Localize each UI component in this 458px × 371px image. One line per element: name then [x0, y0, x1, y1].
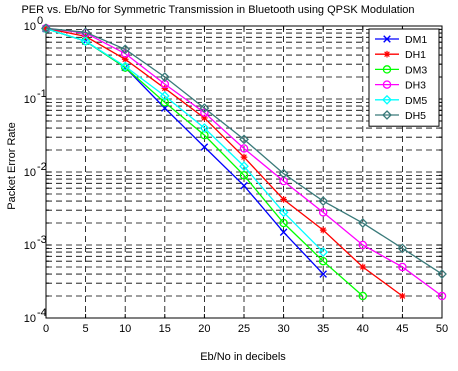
marker-point: [160, 98, 170, 107]
legend-item-dm5: DM5: [375, 95, 427, 107]
marker-point: [279, 228, 288, 236]
x-tick-label: 20: [198, 323, 210, 335]
marker-point: [382, 65, 392, 74]
x-tick-label: 25: [238, 323, 250, 335]
marker-point: [120, 44, 131, 55]
y-tick-exponent: 0: [37, 15, 43, 27]
marker-point: [398, 262, 407, 272]
y-tick-exponent: -2: [37, 161, 47, 173]
marker-point: [279, 218, 288, 228]
marker-point: [159, 72, 170, 82]
y-tick-label: 10: [24, 313, 36, 325]
legend-label: DH5: [405, 110, 426, 122]
y-tick-exponent: -3: [37, 234, 47, 246]
marker-point: [80, 36, 91, 47]
marker-point: [358, 240, 368, 250]
y-tick-exponent: -1: [37, 88, 47, 100]
marker-point: [399, 292, 406, 300]
marker-point: [358, 291, 368, 301]
marker-point: [319, 270, 327, 278]
marker-point: [382, 110, 392, 120]
series-line: [45, 27, 443, 297]
marker-point: [240, 153, 248, 161]
marker-point: [121, 55, 129, 63]
marker-point: [437, 291, 447, 301]
marker-point: [278, 168, 289, 179]
x-tick-label: 45: [396, 323, 408, 335]
marker-point: [201, 114, 208, 122]
series-dh5: [41, 23, 447, 279]
marker-point: [318, 247, 329, 257]
marker-point: [239, 144, 249, 153]
legend: DM1 DH1 DM3 DH3 DM5 DH5: [368, 28, 440, 127]
y-axis-title: Packet Error Rate: [6, 122, 18, 209]
x-tick-label: 30: [277, 323, 289, 335]
marker-point: [319, 226, 327, 234]
marker-point: [80, 27, 91, 38]
series-line: [45, 28, 324, 253]
marker-point: [318, 196, 329, 206]
x-tick-label: 0: [43, 323, 49, 335]
legend-item-dh1: DH1: [375, 49, 426, 61]
x-tick-label: 35: [317, 323, 329, 335]
marker-point: [383, 35, 391, 43]
marker-point: [397, 243, 408, 254]
marker-point: [382, 80, 392, 89]
legend-label: DM3: [405, 64, 427, 76]
legend-item-dm3: DM3: [375, 64, 427, 76]
series: [41, 23, 447, 301]
legend-item-dm1: DM1: [375, 34, 427, 46]
y-tick-exponent: -4: [37, 307, 47, 319]
marker-point: [239, 171, 249, 180]
series-line: [45, 27, 443, 275]
y-tick-label: 10: [24, 21, 36, 33]
legend-label: DH3: [405, 80, 426, 92]
legend-label: DM5: [405, 95, 427, 107]
marker-point: [280, 196, 287, 203]
marker-point: [239, 161, 249, 172]
marker-point: [42, 25, 50, 32]
marker-point: [357, 218, 368, 228]
marker-point: [159, 91, 170, 101]
series-line: [45, 27, 403, 297]
x-tick-label: 15: [159, 323, 171, 335]
marker-point: [199, 123, 210, 133]
marker-point: [200, 143, 209, 151]
x-tick-label: 5: [83, 323, 89, 335]
marker-point: [240, 181, 248, 190]
x-axis-title: Eb/No in decibels: [200, 351, 286, 363]
y-tick-label: 10: [24, 94, 36, 106]
y-tick-label: 10: [24, 240, 36, 252]
marker-point: [41, 23, 51, 34]
legend-item-dh5: DH5: [375, 110, 426, 122]
series-line: [45, 28, 324, 275]
marker-point: [120, 61, 131, 72]
series-dh1: [42, 25, 406, 300]
legend-label: DM1: [405, 34, 427, 46]
marker-point: [199, 103, 210, 114]
y-tick-label: 10: [24, 167, 36, 179]
marker-point: [239, 134, 249, 145]
series-dm5: [41, 23, 329, 257]
marker-point: [200, 108, 209, 117]
legend-label: DH1: [405, 49, 426, 61]
marker-point: [382, 94, 392, 105]
legend-item-dh3: DH3: [375, 80, 426, 92]
marker-point: [318, 256, 328, 266]
marker-point: [359, 263, 367, 271]
marker-point: [383, 50, 391, 58]
chart-title: PER vs. Eb/No for Symmetric Transmission…: [21, 4, 414, 16]
marker-point: [278, 207, 289, 218]
x-tick-label: 10: [119, 323, 131, 335]
marker-point: [437, 269, 447, 279]
x-tick-label: 50: [436, 323, 448, 335]
legend-box: [368, 28, 440, 127]
x-tick-label: 40: [357, 323, 369, 335]
marker-point: [318, 208, 328, 217]
